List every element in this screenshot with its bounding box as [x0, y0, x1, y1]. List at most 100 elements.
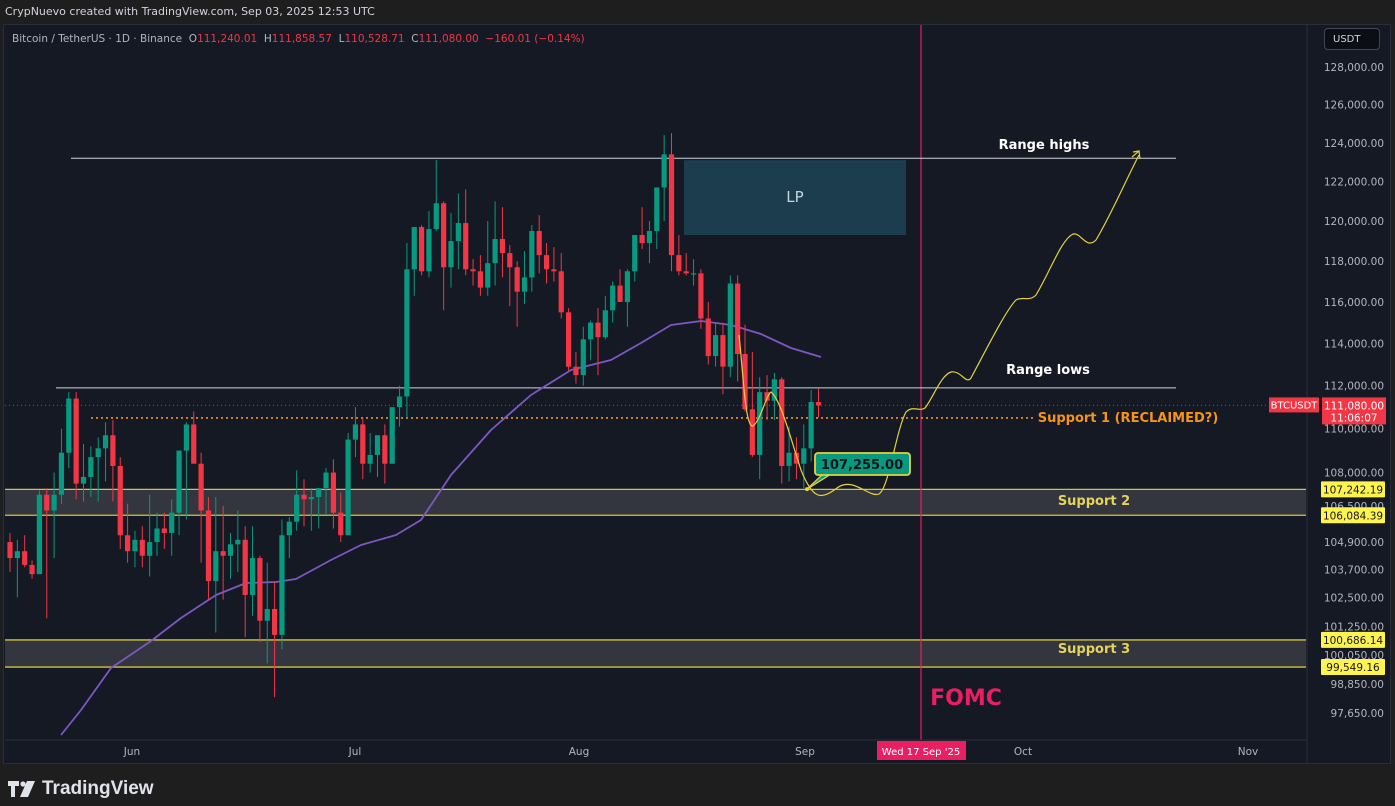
candle[interactable] — [786, 426, 792, 482]
candle[interactable] — [808, 390, 814, 462]
candle[interactable] — [51, 472, 57, 559]
candle[interactable] — [433, 160, 439, 232]
support-zone[interactable] — [5, 639, 1306, 668]
candle[interactable] — [279, 519, 285, 650]
candle[interactable] — [389, 407, 395, 464]
candle[interactable] — [654, 187, 660, 250]
candle[interactable] — [624, 269, 630, 327]
candle[interactable] — [29, 560, 35, 579]
candle[interactable] — [36, 490, 42, 575]
candle[interactable] — [404, 243, 410, 418]
lp-zone[interactable] — [684, 160, 906, 236]
candle[interactable] — [323, 468, 329, 515]
candle[interactable] — [573, 351, 579, 384]
candle[interactable] — [477, 255, 483, 296]
currency-button[interactable]: USDT — [1324, 28, 1380, 50]
candle[interactable] — [227, 532, 234, 579]
candle[interactable] — [95, 437, 101, 502]
candle[interactable] — [338, 492, 344, 543]
candle[interactable] — [66, 392, 72, 469]
candle[interactable] — [272, 581, 278, 698]
candle[interactable] — [529, 225, 535, 292]
candle[interactable] — [345, 433, 351, 536]
candle[interactable] — [713, 322, 719, 367]
support-zone[interactable] — [5, 489, 1306, 516]
candle[interactable] — [551, 247, 557, 282]
candle[interactable] — [668, 133, 675, 272]
projection-path[interactable] — [738, 154, 1140, 497]
candle[interactable] — [485, 221, 491, 296]
candle[interactable] — [639, 207, 645, 250]
candle[interactable] — [463, 189, 469, 276]
candle[interactable] — [448, 213, 454, 288]
candle[interactable] — [492, 201, 498, 286]
candle[interactable] — [242, 526, 248, 638]
candle[interactable] — [360, 417, 366, 480]
candle[interactable] — [470, 259, 476, 286]
candle[interactable] — [507, 245, 513, 307]
candle[interactable] — [705, 301, 711, 365]
candle[interactable] — [558, 253, 564, 319]
candle[interactable] — [169, 499, 175, 556]
chart-panel[interactable]: 107,255.00 Range highs Range lows Support 1… — [3, 24, 1391, 764]
candle[interactable] — [367, 433, 373, 473]
candle[interactable] — [132, 530, 138, 568]
candle[interactable] — [720, 322, 726, 395]
candle[interactable] — [257, 555, 263, 642]
candle[interactable] — [117, 457, 123, 549]
candle[interactable] — [514, 261, 520, 327]
candle[interactable] — [110, 420, 116, 502]
candle[interactable] — [690, 259, 697, 286]
candle[interactable] — [205, 496, 212, 600]
candle[interactable] — [249, 526, 256, 617]
candle[interactable] — [661, 135, 667, 222]
price-callout[interactable] — [814, 452, 911, 476]
candle[interactable] — [316, 488, 322, 529]
candle[interactable] — [125, 503, 131, 563]
candle[interactable] — [213, 496, 219, 633]
candle[interactable] — [264, 562, 270, 664]
candle[interactable] — [58, 428, 65, 504]
candle[interactable] — [352, 407, 359, 458]
candle[interactable] — [183, 422, 189, 520]
candle[interactable] — [22, 535, 28, 568]
candle[interactable] — [676, 235, 682, 276]
candle[interactable] — [698, 269, 704, 329]
candle[interactable] — [757, 377, 763, 480]
candle[interactable] — [147, 494, 153, 577]
candle[interactable] — [308, 488, 314, 531]
candle[interactable] — [595, 308, 601, 376]
candle[interactable] — [220, 505, 226, 600]
candle[interactable] — [580, 326, 586, 386]
candle[interactable] — [382, 424, 388, 484]
candle[interactable] — [14, 539, 20, 598]
candle[interactable] — [566, 308, 572, 371]
candle[interactable] — [7, 532, 13, 572]
candle[interactable] — [294, 470, 300, 531]
candle[interactable] — [543, 243, 550, 284]
candle[interactable] — [617, 269, 623, 302]
candle[interactable] — [602, 295, 608, 340]
candle[interactable] — [426, 211, 432, 278]
candle[interactable] — [632, 235, 638, 282]
candle[interactable] — [73, 392, 79, 500]
candle[interactable] — [727, 275, 733, 378]
candle[interactable] — [646, 221, 653, 264]
candle[interactable] — [499, 207, 506, 278]
candle[interactable] — [779, 377, 785, 484]
candle[interactable] — [610, 281, 616, 323]
candle[interactable] — [455, 193, 461, 270]
candle[interactable] — [441, 201, 447, 311]
candle[interactable] — [139, 526, 145, 568]
candle[interactable] — [235, 510, 241, 572]
candle[interactable] — [683, 253, 689, 276]
candle[interactable] — [301, 479, 307, 527]
candle[interactable] — [286, 517, 292, 559]
candle[interactable] — [419, 225, 425, 276]
tradingview-logo[interactable]: TradingView — [8, 778, 154, 800]
candle[interactable] — [176, 450, 182, 536]
candle[interactable] — [735, 275, 741, 382]
candle[interactable] — [536, 215, 542, 274]
price-chart[interactable]: 107,255.00 Range highs Range lows Support 1… — [4, 25, 1390, 763]
candle[interactable] — [88, 446, 94, 497]
